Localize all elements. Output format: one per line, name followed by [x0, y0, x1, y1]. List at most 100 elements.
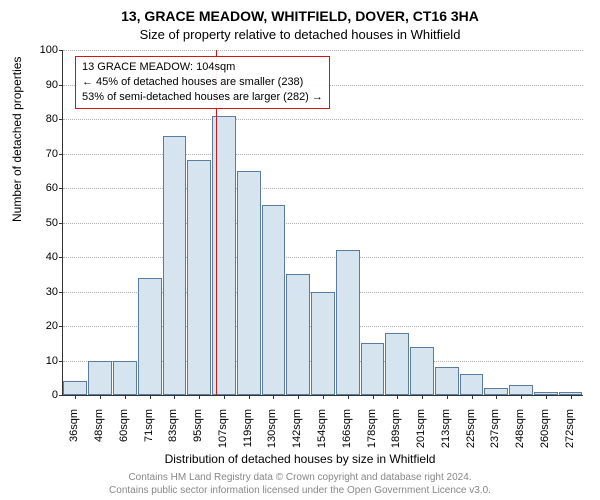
xtick-mark [496, 395, 497, 399]
ytick-mark [59, 292, 63, 293]
ytick-mark [59, 85, 63, 86]
xtick-label: 272sqm [564, 409, 576, 457]
xtick-label: 107sqm [217, 409, 229, 457]
ytick-mark [59, 326, 63, 327]
annotation-line3: 53% of semi-detached houses are larger (… [82, 90, 323, 105]
histogram-bar [88, 361, 112, 396]
histogram-bar [509, 385, 533, 395]
xtick-mark [348, 395, 349, 399]
xtick-mark [422, 395, 423, 399]
xtick-label: 166sqm [341, 409, 353, 457]
xtick-label: 248sqm [514, 409, 526, 457]
xtick-mark [75, 395, 76, 399]
annotation-line1: 13 GRACE MEADOW: 104sqm [82, 60, 323, 75]
xtick-label: 154sqm [316, 409, 328, 457]
xtick-label: 60sqm [118, 409, 130, 457]
histogram-bar [187, 160, 211, 395]
histogram-bar [286, 274, 310, 395]
annotation-line2: ← 45% of detached houses are smaller (23… [82, 75, 323, 90]
histogram-bar [311, 292, 335, 396]
ytick-label: 60 [28, 182, 58, 194]
xtick-mark [298, 395, 299, 399]
xtick-label: 36sqm [68, 409, 80, 457]
chart-container: 13, GRACE MEADOW, WHITFIELD, DOVER, CT16… [0, 0, 600, 500]
histogram-bar [385, 333, 409, 395]
ytick-mark [59, 119, 63, 120]
histogram-bar [410, 347, 434, 395]
xtick-mark [174, 395, 175, 399]
xtick-mark [323, 395, 324, 399]
ytick-label: 50 [28, 217, 58, 229]
ytick-mark [59, 154, 63, 155]
xtick-label: 48sqm [93, 409, 105, 457]
xtick-label: 71sqm [143, 409, 155, 457]
histogram-bar [435, 367, 459, 395]
histogram-bar [237, 171, 261, 395]
xtick-label: 178sqm [366, 409, 378, 457]
y-axis-label: Number of detached properties [10, 57, 24, 222]
ytick-label: 80 [28, 113, 58, 125]
grid-line [63, 119, 583, 120]
xtick-mark [571, 395, 572, 399]
xtick-mark [199, 395, 200, 399]
xtick-label: 142sqm [291, 409, 303, 457]
ytick-label: 20 [28, 320, 58, 332]
xtick-label: 95sqm [192, 409, 204, 457]
histogram-bar [484, 388, 508, 395]
xtick-label: 225sqm [465, 409, 477, 457]
grid-line [63, 50, 583, 51]
xtick-label: 189sqm [390, 409, 402, 457]
ytick-label: 70 [28, 148, 58, 160]
footer-line2: Contains public sector information licen… [0, 485, 600, 498]
xtick-label: 260sqm [539, 409, 551, 457]
xtick-mark [447, 395, 448, 399]
annotation-box: 13 GRACE MEADOW: 104sqm ← 45% of detache… [75, 56, 330, 109]
xtick-mark [373, 395, 374, 399]
chart-subtitle: Size of property relative to detached ho… [0, 27, 600, 42]
histogram-bar [163, 136, 187, 395]
histogram-bar [460, 374, 484, 395]
xtick-mark [521, 395, 522, 399]
grid-line [63, 188, 583, 189]
ytick-label: 100 [28, 44, 58, 56]
xtick-mark [150, 395, 151, 399]
histogram-bar [336, 250, 360, 395]
histogram-bar [262, 205, 286, 395]
ytick-label: 10 [28, 355, 58, 367]
ytick-label: 40 [28, 251, 58, 263]
ytick-label: 30 [28, 286, 58, 298]
footer-line1: Contains HM Land Registry data © Crown c… [0, 472, 600, 485]
plot-area: 13 GRACE MEADOW: 104sqm ← 45% of detache… [62, 50, 583, 396]
footer-attribution: Contains HM Land Registry data © Crown c… [0, 472, 600, 497]
xtick-mark [397, 395, 398, 399]
xtick-label: 130sqm [266, 409, 278, 457]
xtick-label: 119sqm [242, 409, 254, 457]
ytick-mark [59, 257, 63, 258]
grid-line [63, 257, 583, 258]
xtick-mark [100, 395, 101, 399]
xtick-label: 237sqm [489, 409, 501, 457]
xtick-mark [249, 395, 250, 399]
xtick-mark [472, 395, 473, 399]
xtick-mark [546, 395, 547, 399]
grid-line [63, 154, 583, 155]
ytick-label: 90 [28, 79, 58, 91]
xtick-mark [125, 395, 126, 399]
ytick-mark [59, 223, 63, 224]
xtick-mark [224, 395, 225, 399]
xtick-label: 83sqm [167, 409, 179, 457]
histogram-bar [63, 381, 87, 395]
xtick-label: 213sqm [440, 409, 452, 457]
ytick-label: 0 [28, 389, 58, 401]
xtick-mark [273, 395, 274, 399]
ytick-mark [59, 395, 63, 396]
histogram-bar [113, 361, 137, 396]
histogram-bar [138, 278, 162, 395]
ytick-mark [59, 361, 63, 362]
histogram-bar [361, 343, 385, 395]
ytick-mark [59, 50, 63, 51]
grid-line [63, 223, 583, 224]
xtick-label: 201sqm [415, 409, 427, 457]
ytick-mark [59, 188, 63, 189]
chart-title: 13, GRACE MEADOW, WHITFIELD, DOVER, CT16… [0, 8, 600, 24]
